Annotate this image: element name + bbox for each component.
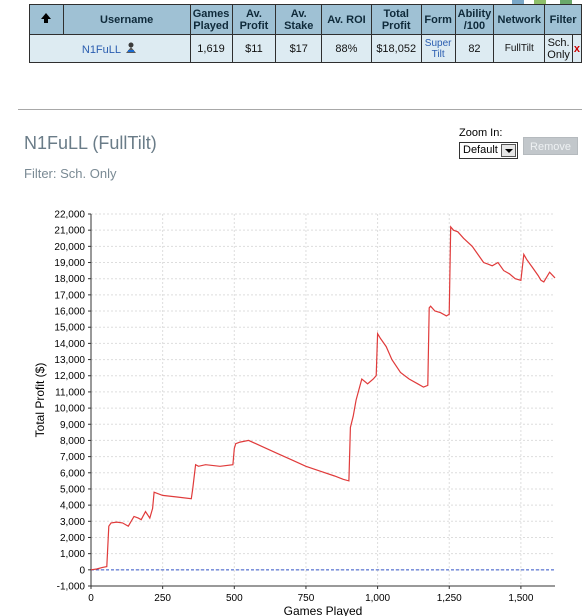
y-tick-label: 6,000 <box>60 468 85 479</box>
cell-av-stake: $17 <box>275 34 323 63</box>
sort-arrow-icon[interactable] <box>39 11 53 25</box>
cell-remove: x <box>571 34 582 63</box>
toolbar-icon[interactable] <box>512 0 524 5</box>
y-tick-label: 15,000 <box>54 323 85 334</box>
header-network[interactable]: Network <box>493 4 546 35</box>
y-tick-label: 10,000 <box>54 404 85 415</box>
x-axis-label: Games Played <box>284 604 363 616</box>
zoom-select[interactable]: Default <box>459 142 518 159</box>
y-tick-label: -1,000 <box>57 582 86 593</box>
y-tick-label: 3,000 <box>60 517 85 528</box>
y-tick-label: 8,000 <box>60 436 85 447</box>
y-tick-label: 20,000 <box>54 242 85 253</box>
y-tick-label: 13,000 <box>54 355 85 366</box>
x-tick-label: 1,250 <box>437 593 462 604</box>
player-stats-table: Username Games Played Av. Profit Av. Sta… <box>29 4 582 63</box>
header-username[interactable]: Username <box>62 4 191 35</box>
x-tick-label: 1,000 <box>365 593 390 604</box>
toolbar-icon[interactable] <box>534 0 546 5</box>
poker-player-icon <box>125 42 136 53</box>
y-tick-label: 16,000 <box>54 307 85 318</box>
cell-av-profit: $11 <box>231 34 277 63</box>
y-tick-label: 2,000 <box>60 533 85 544</box>
x-tick-label: 750 <box>298 593 315 604</box>
profit-series-line <box>90 225 556 571</box>
cell-filter: Sch. Only <box>544 34 573 63</box>
cell-network: FullTilt <box>493 34 546 63</box>
y-tick-label: 22,000 <box>54 210 85 221</box>
y-tick-label: 11,000 <box>55 387 85 398</box>
cell-form: Super Tilt <box>420 34 456 63</box>
header-games-played[interactable]: Games Played <box>189 4 233 35</box>
section-divider <box>18 109 582 110</box>
table-row: N1FuLL 1,619 $11 $17 88% $18,052 Super T… <box>29 34 582 63</box>
header-av-stake[interactable]: Av. Stake <box>275 4 323 35</box>
y-tick-label: 4,000 <box>60 501 85 512</box>
x-tick-label: 500 <box>226 593 243 604</box>
header-form[interactable]: Form <box>420 4 456 35</box>
username-link[interactable]: N1FuLL <box>81 43 121 56</box>
remove-row-icon[interactable]: x <box>573 42 580 55</box>
zoom-label: Zoom In: <box>459 127 503 139</box>
cell-games-played: 1,619 <box>189 34 233 63</box>
zoom-selected-value: Default <box>463 144 498 156</box>
page-title: N1FuLL (FullTilt) <box>24 133 157 153</box>
dropdown-arrow-icon[interactable] <box>501 144 516 157</box>
cell-ability: 82 <box>454 34 495 63</box>
y-tick-label: 14,000 <box>54 339 85 350</box>
table-header-row: Username Games Played Av. Profit Av. Sta… <box>29 4 582 35</box>
y-axis-label: Total Profit ($) <box>33 363 47 438</box>
header-filter[interactable]: Filter <box>544 4 582 35</box>
y-tick-label: 5,000 <box>60 484 85 495</box>
x-tick-label: 0 <box>88 593 94 604</box>
header-ability[interactable]: Ability /100 <box>454 4 495 35</box>
form-link[interactable]: Super Tilt <box>424 37 452 60</box>
remove-button[interactable]: Remove <box>523 137 578 155</box>
y-tick-label: 9,000 <box>60 420 85 431</box>
sort-column-header[interactable] <box>29 4 64 35</box>
y-tick-label: 7,000 <box>60 452 85 463</box>
y-tick-label: 1,000 <box>60 549 85 560</box>
cell-total-profit: $18,052 <box>370 34 422 63</box>
plot-area <box>91 214 555 586</box>
profit-chart: -1,00001,0002,0003,0004,0005,0006,0007,0… <box>33 210 556 616</box>
header-av-roi[interactable]: Av. ROI <box>321 4 372 35</box>
cell-av-roi: 88% <box>321 34 372 63</box>
y-tick-label: 12,000 <box>54 371 85 382</box>
filter-label: Filter: Sch. Only <box>24 166 117 181</box>
cell-username: N1FuLL <box>29 34 191 63</box>
y-tick-label: 17,000 <box>54 290 85 301</box>
header-av-profit[interactable]: Av. Profit <box>231 4 277 35</box>
x-tick-label: 1,500 <box>508 593 533 604</box>
x-tick-label: 250 <box>154 593 171 604</box>
y-tick-label: 18,000 <box>54 274 85 285</box>
y-tick-label: 0 <box>79 565 85 576</box>
toolbar-icon[interactable] <box>560 0 572 5</box>
y-tick-label: 21,000 <box>54 226 85 237</box>
y-tick-label: 19,000 <box>54 258 85 269</box>
header-total-profit[interactable]: Total Profit <box>370 4 422 35</box>
